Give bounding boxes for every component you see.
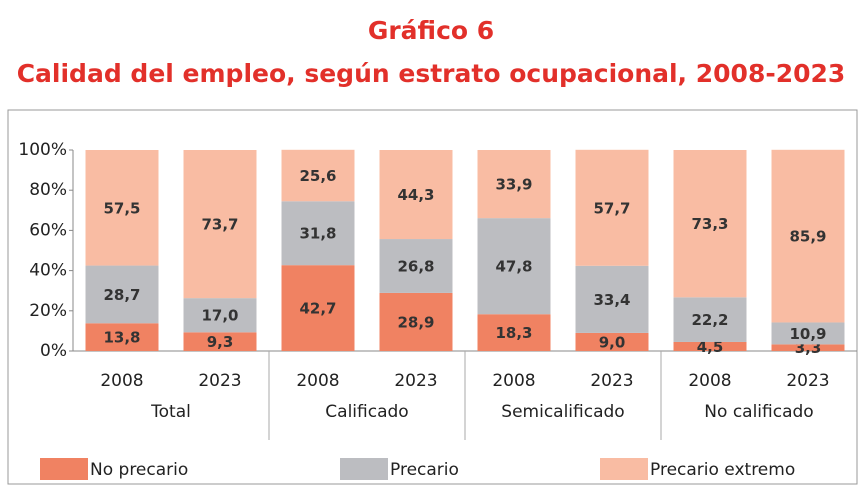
legend-swatch [600,458,648,480]
x-tick-label: 2023 [590,371,633,391]
bar-segment [771,322,845,345]
value-label: 9,0 [599,333,626,351]
value-label: 44,3 [397,186,434,204]
value-label: 73,7 [201,216,238,234]
bar-segment [281,265,355,351]
value-label: 22,2 [691,311,728,329]
value-label: 28,7 [103,286,140,304]
value-label: 57,5 [103,199,140,217]
value-label: 28,9 [397,313,434,331]
value-label: 25,6 [299,167,336,185]
x-tick-label: 2008 [100,371,143,391]
bar-segment [183,298,257,333]
legend-swatch [340,458,388,480]
bar-segment [673,150,747,298]
x-tick-label: 2008 [296,371,339,391]
bar-segment [183,332,257,351]
group-label: No calificado [704,402,813,422]
y-tick-label: 20% [29,301,67,321]
group-label: Calificado [325,402,408,422]
y-tick-label: 40% [29,261,67,281]
group-label: Total [150,402,191,422]
bar-segment [183,150,257,299]
y-tick-label: 60% [29,220,67,240]
legend-label: No precario [90,460,188,480]
y-tick-label: 100% [18,140,67,160]
bar-segment [673,341,747,351]
bar-segment [477,150,551,219]
value-label: 42,7 [299,300,336,318]
chart-title: Gráfico 6 [368,16,494,45]
bar-segment [379,292,453,351]
bar-segment [477,218,551,315]
bar-segment [85,265,159,324]
legend-label: Precario extremo [650,460,795,480]
y-tick-label: 80% [29,180,67,200]
bar-segment [85,323,159,351]
bar-segment [575,332,649,351]
bar-segment [575,149,649,266]
value-label: 17,0 [201,307,238,325]
legend-label: Precario [390,460,459,480]
chart-frame [7,109,858,485]
legend-swatch [40,458,88,480]
value-label: 57,7 [593,199,630,217]
bar-segment [771,344,845,351]
bar-segment [673,297,747,342]
bar-segment [379,239,453,293]
value-label: 73,3 [691,215,728,233]
bar-segment [575,265,649,333]
x-tick-label: 2023 [198,371,241,391]
x-tick-label: 2023 [394,371,437,391]
value-label: 33,4 [593,291,630,309]
bar-segment [85,150,159,266]
bar-segment [379,150,453,240]
chart-subtitle: Calidad del empleo, según estrato ocupac… [17,59,846,88]
group-label: Semicalificado [501,402,624,422]
value-label: 85,9 [789,228,826,246]
bar-segment [771,149,845,323]
value-label: 33,9 [495,176,532,194]
bar-segment [281,201,355,266]
x-tick-label: 2023 [786,371,829,391]
x-tick-label: 2008 [688,371,731,391]
value-label: 10,9 [789,325,826,343]
bar-segment [477,314,551,351]
value-label: 47,8 [495,258,532,276]
value-label: 9,3 [207,333,234,351]
y-tick-label: 0% [40,341,67,361]
x-tick-label: 2008 [492,371,535,391]
value-label: 18,3 [495,324,532,342]
value-label: 31,8 [299,225,336,243]
value-label: 13,8 [103,329,140,347]
value-label: 26,8 [397,257,434,275]
value-label: 4,5 [697,338,724,356]
bar-segment [281,149,355,202]
